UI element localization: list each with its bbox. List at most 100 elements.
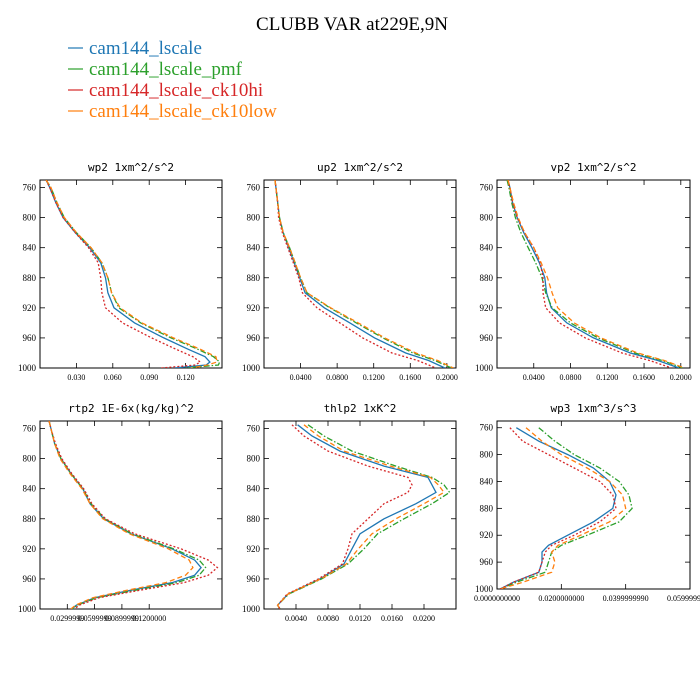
series-line-cam144-lscale bbox=[507, 180, 680, 368]
ytick-label: 920 bbox=[247, 544, 261, 554]
main-title: CLUBB VAR at229E,9N bbox=[256, 14, 448, 35]
panel-2: up2 1xm^2/s^2 760 800 840 880 920 960 1000 0.040… bbox=[242, 161, 458, 382]
series-line-cam144-lscale-ck10hi bbox=[48, 421, 219, 609]
ytick-label: 760 bbox=[480, 183, 494, 193]
panel-title: thlp2 1xK^2 bbox=[324, 402, 397, 415]
xtick-label: 0.0800 bbox=[560, 373, 582, 382]
ytick-label: 840 bbox=[480, 243, 494, 253]
ytick-label: 840 bbox=[247, 243, 261, 253]
panel-title: wp2 1xm^2/s^2 bbox=[88, 161, 174, 174]
panel-frame bbox=[496, 420, 691, 590]
panel-title: rtp2 1E-6x(kg/kg)^2 bbox=[68, 402, 194, 415]
panel-6: wp3 1xm^3/s^3 760 800 840 880 920 960 10000.000… bbox=[474, 402, 700, 603]
xtick-label: 0.030 bbox=[67, 373, 85, 382]
ytick-label: 880 bbox=[23, 273, 37, 283]
ytick-label: 1000 bbox=[242, 604, 261, 614]
series-line-cam144-lscale-pmf bbox=[276, 424, 451, 609]
panel-frame bbox=[263, 179, 457, 369]
panel-3: vp2 1xm^2/s^2 760 800 840 880 920 960 1000 0.040… bbox=[475, 161, 692, 382]
xtick-label: 0.2000 bbox=[436, 373, 458, 382]
series-line-cam144-lscale bbox=[499, 427, 617, 589]
ytick-label: 800 bbox=[247, 213, 261, 223]
ytick-label: 880 bbox=[247, 273, 261, 283]
xtick-label: 0.1200 bbox=[596, 373, 618, 382]
ytick-label: 920 bbox=[480, 303, 494, 313]
series-line-cam144-lscale-ck10low bbox=[507, 180, 685, 368]
ytick-label: 960 bbox=[23, 574, 37, 584]
ytick-label: 760 bbox=[247, 424, 261, 434]
panel-frame bbox=[263, 420, 457, 610]
xtick-label: 0.090 bbox=[140, 373, 158, 382]
series-line-cam144-lscale-pmf bbox=[45, 180, 221, 368]
xtick-label: 0.0800 bbox=[326, 373, 348, 382]
panel-5: thlp2 1xK^2 760 800 840 880 920 960 1000 0.0040 0… bbox=[242, 402, 457, 623]
legend-label: cam144_lscale_ck10low bbox=[89, 101, 277, 122]
xtick-label: 0.0400 bbox=[290, 373, 312, 382]
series-line-cam144-lscale bbox=[274, 180, 446, 368]
series-line-cam144-lscale-ck10low bbox=[274, 180, 454, 368]
panels: wp2 1xm^2/s^2 760 800 840 880 920 960 1000 0.030… bbox=[18, 161, 700, 623]
ytick-label: 1000 bbox=[242, 363, 261, 373]
ytick-label: 1000 bbox=[18, 604, 37, 614]
ytick-label: 840 bbox=[23, 243, 37, 253]
ytick-label: 760 bbox=[247, 183, 261, 193]
ytick-label: 1000 bbox=[475, 584, 494, 594]
panel-title: wp3 1xm^3/s^3 bbox=[550, 402, 636, 415]
series-line-cam144-lscale bbox=[45, 180, 211, 368]
xtick-label: 0.0200 bbox=[413, 614, 435, 623]
ytick-label: 920 bbox=[23, 544, 37, 554]
ytick-label: 840 bbox=[480, 476, 494, 486]
ytick-label: 880 bbox=[480, 273, 494, 283]
xtick-label: 0.0000000000 bbox=[474, 594, 520, 603]
series-line-cam144-lscale-ck10hi bbox=[274, 180, 437, 368]
ytick-label: 880 bbox=[480, 503, 494, 513]
ytick-label: 880 bbox=[23, 514, 37, 524]
ytick-label: 960 bbox=[23, 333, 37, 343]
series-line-cam144-lscale-pmf bbox=[506, 180, 683, 368]
series-line-cam144-lscale-ck10low bbox=[276, 424, 445, 609]
series-line-cam144-lscale-pmf bbox=[499, 427, 633, 589]
ytick-label: 960 bbox=[480, 557, 494, 567]
xtick-label: 0.1600 bbox=[633, 373, 655, 382]
xtick-label: 0.060 bbox=[104, 373, 122, 382]
xtick-label: 0.0120 bbox=[349, 614, 371, 623]
ytick-label: 800 bbox=[480, 213, 494, 223]
ytick-label: 920 bbox=[247, 303, 261, 313]
ytick-label: 960 bbox=[480, 333, 494, 343]
xtick-label: 0.0080 bbox=[317, 614, 339, 623]
panel-title: vp2 1xm^2/s^2 bbox=[550, 161, 636, 174]
series-line-cam144-lscale bbox=[276, 424, 437, 609]
ytick-label: 960 bbox=[247, 333, 261, 343]
xtick-label: 0.0160 bbox=[381, 614, 403, 623]
xtick-label: 0.1600 bbox=[399, 373, 421, 382]
xtick-label: 0.2000 bbox=[670, 373, 692, 382]
xtick-label: 0.120 bbox=[177, 373, 195, 382]
ytick-label: 920 bbox=[480, 530, 494, 540]
ytick-label: 880 bbox=[247, 514, 261, 524]
xtick-label: 0.0599999 bbox=[78, 614, 112, 623]
series-line-cam144-lscale-ck10low bbox=[45, 180, 218, 368]
ytick-label: 800 bbox=[247, 454, 261, 464]
legend-label: cam144_lscale bbox=[89, 38, 202, 59]
series-line-cam144-lscale-ck10low bbox=[48, 421, 194, 609]
ytick-label: 800 bbox=[23, 454, 37, 464]
xtick-label: 0.0200000000 bbox=[538, 594, 584, 603]
series-line-cam144-lscale-ck10hi bbox=[45, 180, 202, 368]
series-line-cam144-lscale-pmf bbox=[274, 180, 452, 368]
xtick-label: 0.1200000 bbox=[132, 614, 166, 623]
series-line-cam144-lscale bbox=[48, 421, 202, 609]
panel-4: rtp2 1E-6x(kg/kg)^2 760 800 840 880 920 960 100… bbox=[18, 402, 223, 623]
legend: cam144_lscalecam144_lscale_pmfcam144_lsc… bbox=[68, 38, 277, 122]
ytick-label: 840 bbox=[247, 484, 261, 494]
xtick-label: 0.0899999 bbox=[105, 614, 139, 623]
series-line-cam144-lscale-ck10hi bbox=[499, 427, 617, 589]
xtick-label: 0.0299999 bbox=[50, 614, 84, 623]
xtick-label: 0.0040 bbox=[285, 614, 307, 623]
xtick-label: 0.0400 bbox=[523, 373, 545, 382]
ytick-label: 1000 bbox=[18, 363, 37, 373]
series-line-cam144-lscale-pmf bbox=[48, 421, 207, 609]
panel-1: wp2 1xm^2/s^2 760 800 840 880 920 960 1000 0.030… bbox=[18, 161, 223, 382]
ytick-label: 760 bbox=[480, 423, 494, 433]
panel-frame bbox=[39, 179, 223, 369]
